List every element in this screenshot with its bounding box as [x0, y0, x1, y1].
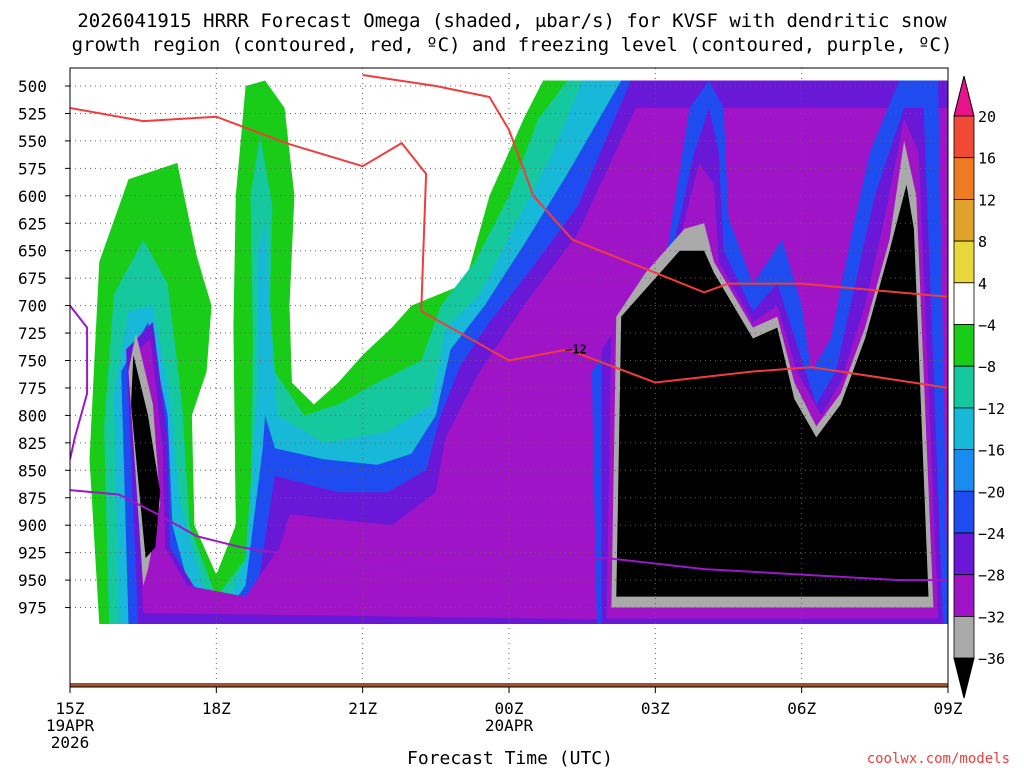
colorbar-swatch-9: [953, 449, 975, 492]
colorbar-label-0: 20: [978, 108, 996, 126]
colorbar-swatch-13: [953, 616, 975, 659]
y-tick-label-675: 675: [18, 269, 47, 288]
colorbar-swatch-7: [953, 365, 975, 409]
colorbar-swatch-10: [953, 490, 975, 534]
x-tick-label-09Z: 09Z: [934, 699, 963, 718]
freezing-level-contour-left: [70, 304, 89, 460]
y-tick-label-950: 950: [18, 571, 47, 590]
colorbar-label-6: −8: [978, 358, 996, 376]
colorbar-swatch-5: [953, 282, 975, 325]
colorbar-swatch-12: [953, 574, 975, 617]
x-tick-label-21Z: 21Z: [348, 699, 377, 718]
grid-lines: [70, 68, 948, 687]
y-tick-label-875: 875: [18, 489, 47, 508]
contour-label-minus12: −12: [565, 343, 587, 357]
y-tick-label-975: 975: [18, 599, 47, 618]
colorbar-bottom-arrow: [953, 657, 975, 699]
colorbar-label-5: −4: [978, 317, 996, 335]
colorbar-swatch-6: [953, 324, 975, 367]
y-tick-label-925: 925: [18, 544, 47, 563]
colorbar-label-11: −28: [978, 567, 1005, 585]
contours: [70, 74, 948, 582]
site-credit: coolwx.com/models: [867, 751, 1010, 767]
terrain-band: [70, 683, 948, 687]
colorbar-label-1: 16: [978, 150, 996, 168]
freezing-level-contour: [70, 489, 948, 582]
y-tick-label-625: 625: [18, 214, 47, 233]
x-tick-date-15Z: 19APR: [46, 716, 95, 735]
y-tick-label-775: 775: [18, 379, 47, 398]
omega-shading: [89, 80, 948, 624]
colorbar-label-9: −20: [978, 483, 1005, 501]
chart-title-line1: 2026041915 HRRR Forecast Omega (shaded, …: [77, 10, 947, 32]
x-tick-label-06Z: 06Z: [787, 699, 816, 718]
colorbar-swatch-8: [953, 407, 975, 450]
x-tick-label-15Z: 15Z: [56, 699, 85, 718]
x-tick-label-18Z: 18Z: [202, 699, 231, 718]
colorbar-label-4: 4: [978, 275, 987, 293]
colorbar-label-12: −32: [978, 608, 1005, 626]
y-tick-label-725: 725: [18, 324, 47, 343]
red-contour-dgz-upper: [362, 74, 948, 298]
colorbar-label-13: −36: [978, 650, 1005, 668]
omega-region-black-core: [131, 355, 161, 559]
y-tick-label-500: 500: [18, 77, 47, 96]
y-axis-ticks: 500 525 550 575 600 625 650 675 700 725 750 775 800 8…: [18, 77, 70, 618]
y-tick-label-825: 825: [18, 434, 47, 453]
colorbar-swatch-4: [953, 240, 975, 284]
y-tick-label-700: 700: [18, 297, 47, 316]
colorbar-label-7: −12: [978, 400, 1005, 418]
colorbar-top-arrow: [953, 75, 975, 117]
x-tick-label-00Z: 00Z: [495, 699, 524, 718]
colorbar-label-2: 12: [978, 191, 996, 209]
colorbar-swatch-2: [953, 157, 975, 200]
y-tick-label-650: 650: [18, 242, 47, 261]
x-tick-date-00Z: 20APR: [485, 716, 534, 735]
colorbar-swatch-3: [953, 198, 975, 242]
y-tick-label-525: 525: [18, 104, 47, 123]
y-tick-label-750: 750: [18, 352, 47, 371]
red-contour-dgz-lower: [70, 107, 948, 389]
colorbar-label-3: 8: [978, 233, 987, 251]
x-tick-label-03Z: 03Z: [641, 699, 670, 718]
colorbar-label-10: −24: [978, 525, 1005, 543]
y-tick-label-575: 575: [18, 159, 47, 178]
y-tick-label-850: 850: [18, 461, 47, 480]
colorbar-swatch-1: [953, 115, 975, 159]
plot-area: [70, 68, 948, 687]
colorbar-label-8: −16: [978, 442, 1005, 460]
colorbar: 20 16 12 8 4 −4 −8 −12 −16 −20 −24 −28 −32 −36: [953, 75, 1005, 699]
chart-title-line2: growth region (contoured, red, ºC) and f…: [72, 34, 953, 56]
y-tick-label-800: 800: [18, 406, 47, 425]
x-tick-year-15Z: 2026: [51, 733, 90, 752]
x-axis-label: Forecast Time (UTC): [407, 748, 613, 768]
y-tick-label-600: 600: [18, 187, 47, 206]
y-tick-label-550: 550: [18, 132, 47, 151]
y-tick-label-900: 900: [18, 516, 47, 535]
colorbar-swatch-11: [953, 532, 975, 576]
